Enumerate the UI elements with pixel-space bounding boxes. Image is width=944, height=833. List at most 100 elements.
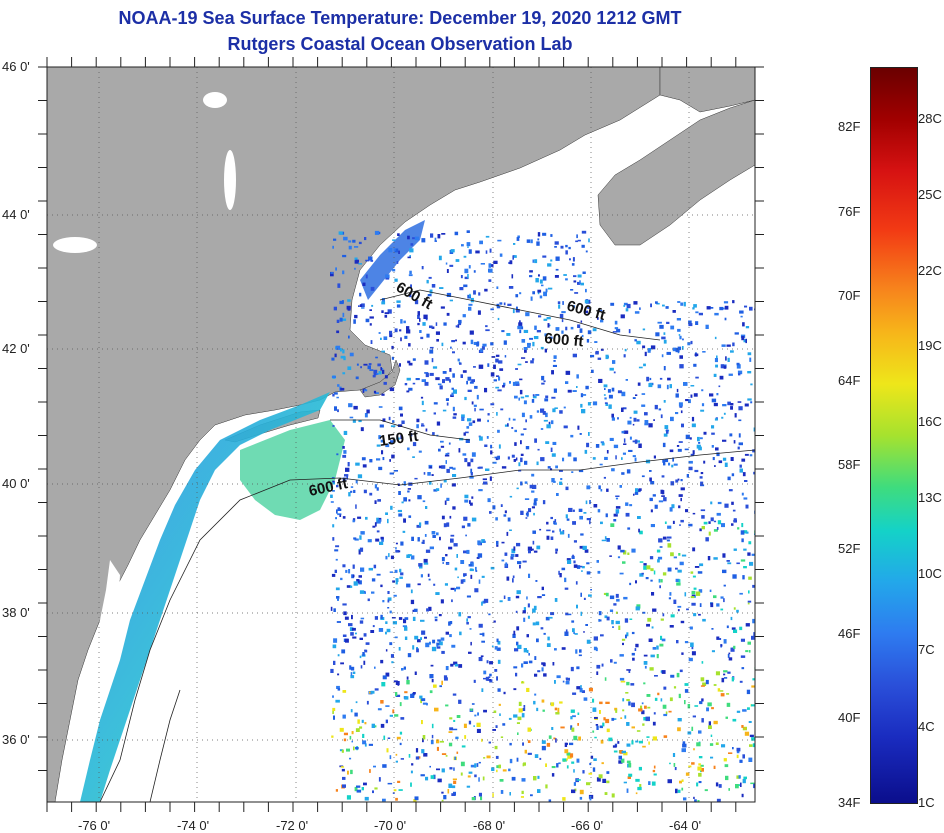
sst-pixel [567, 389, 572, 393]
sst-pixel [364, 743, 367, 747]
sst-pixel [555, 712, 560, 715]
sst-pixel [453, 413, 457, 416]
sst-pixel [722, 439, 727, 442]
sst-pixel [688, 466, 693, 471]
sst-pixel [542, 276, 547, 281]
sst-pixel [429, 641, 431, 645]
sst-pixel [551, 478, 555, 483]
sst-pixel [645, 459, 651, 464]
sst-pixel [470, 574, 473, 579]
sst-pixel [691, 423, 696, 428]
sst-pixel [485, 325, 488, 328]
sst-pixel [351, 740, 353, 743]
sst-pixel [663, 735, 668, 738]
sst-pixel [511, 427, 514, 429]
sst-pixel [335, 345, 341, 350]
sst-pixel [721, 677, 725, 683]
lon-label: -76 0' [78, 818, 111, 833]
sst-pixel [345, 467, 350, 472]
sst-pixel [527, 727, 531, 732]
sst-pixel [691, 602, 696, 606]
sst-pixel [332, 695, 334, 698]
sst-pixel [533, 550, 538, 553]
sst-pixel [431, 474, 434, 476]
sst-pixel [527, 752, 532, 755]
sst-pixel [731, 473, 735, 477]
sst-pixel [456, 751, 459, 754]
sst-pixel [388, 553, 390, 558]
sst-pixel [527, 740, 531, 743]
sst-pixel [626, 681, 630, 686]
sst-pixel [432, 366, 438, 369]
sst-pixel [397, 684, 400, 686]
sst-pixel [541, 284, 544, 287]
sst-pixel [577, 281, 581, 285]
sst-pixel [614, 707, 618, 711]
sst-pixel [395, 581, 398, 585]
sst-pixel [688, 657, 693, 662]
sst-pixel [333, 715, 335, 720]
sst-pixel [470, 562, 474, 567]
sst-pixel [551, 766, 556, 769]
sst-pixel [596, 560, 599, 563]
sst-pixel [554, 648, 557, 651]
lon-label: -74 0' [177, 818, 210, 833]
sst-pixel [424, 381, 429, 386]
sst-pixel [572, 554, 574, 557]
sst-pixel [701, 718, 704, 723]
sst-pixel [578, 508, 583, 512]
sst-pixel [565, 681, 570, 685]
sst-pixel [748, 650, 751, 653]
sst-pixel [711, 398, 717, 403]
sst-pixel [422, 410, 426, 412]
sst-pixel [363, 489, 367, 494]
sst-pixel [618, 625, 621, 630]
sst-pixel [474, 763, 477, 768]
sst-pixel [354, 786, 358, 792]
sst-pixel [597, 509, 601, 513]
sst-pixel [381, 368, 384, 370]
sst-pixel [450, 538, 454, 543]
sst-pixel [611, 620, 614, 625]
sst-pixel [659, 643, 664, 647]
sst-pixel [728, 489, 733, 492]
sst-pixel [579, 515, 583, 520]
sst-pixel [382, 764, 387, 768]
colorbar-c-label: 22C [918, 263, 942, 278]
sst-pixel [673, 599, 677, 604]
sst-pixel [629, 504, 633, 507]
sst-pixel [471, 496, 474, 499]
sst-pixel [623, 781, 627, 784]
sst-pixel [638, 766, 642, 771]
sst-pixel [385, 672, 390, 677]
sst-pixel [385, 512, 388, 515]
sst-pixel [615, 455, 617, 460]
sst-pixel [400, 717, 405, 720]
sst-pixel [438, 465, 442, 469]
sst-pixel [572, 257, 575, 262]
lat-label: 42 0' [2, 341, 30, 356]
sst-pixel [522, 742, 524, 746]
sst-pixel [519, 292, 522, 295]
sst-pixel [357, 719, 360, 724]
sst-pixel [739, 626, 743, 631]
sst-pixel [608, 737, 613, 742]
sst-pixel [718, 460, 723, 464]
sst-pixel [493, 710, 497, 713]
sst-pixel [471, 452, 476, 457]
sst-pixel [594, 717, 598, 719]
sst-pixel [391, 454, 395, 459]
sst-pixel [632, 657, 635, 661]
sst-pixel [576, 604, 578, 609]
sst-pixel [593, 758, 597, 761]
sst-pixel [617, 390, 622, 394]
sst-pixel [544, 398, 549, 402]
sst-pixel [673, 763, 676, 767]
sst-pixel [528, 660, 533, 664]
sst-pixel [464, 396, 467, 401]
sst-pixel [433, 489, 438, 492]
sst-pixel [519, 329, 522, 334]
sst-pixel [399, 702, 402, 707]
sst-pixel [394, 569, 398, 573]
sst-pixel [426, 279, 429, 284]
